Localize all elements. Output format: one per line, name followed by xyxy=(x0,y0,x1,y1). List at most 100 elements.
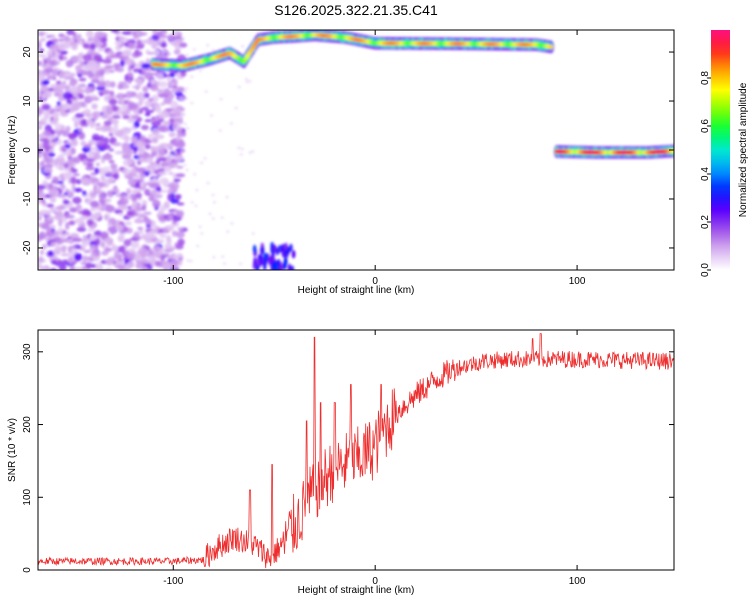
low-streak-blob xyxy=(263,252,267,261)
noise-blob xyxy=(159,205,167,212)
noise-blob xyxy=(87,60,98,69)
noise-blob xyxy=(107,95,116,100)
noise-blob xyxy=(185,54,189,57)
noise-blob xyxy=(63,163,69,169)
noise-blob xyxy=(55,80,62,85)
noise-blob xyxy=(163,165,172,172)
noise-blob xyxy=(83,249,91,254)
noise-blob xyxy=(146,51,157,55)
noise-blob xyxy=(92,206,97,212)
noise-blob xyxy=(44,63,52,68)
noise-blob xyxy=(112,115,121,119)
noise-blob xyxy=(110,165,118,172)
noise-blob xyxy=(248,151,252,154)
noise-blob xyxy=(56,210,64,218)
noise-blob xyxy=(105,258,114,266)
noise-blob xyxy=(76,227,87,232)
noise-blob xyxy=(154,134,165,139)
snr-x-tick-label: 100 xyxy=(569,576,586,587)
noise-blob xyxy=(44,156,55,164)
spectrogram-energy xyxy=(38,30,674,270)
noise-blob xyxy=(154,260,161,267)
noise-blob xyxy=(58,54,64,61)
noise-blob xyxy=(166,153,175,159)
noise-blob xyxy=(118,35,125,43)
noise-blob xyxy=(105,107,114,115)
noise-blob xyxy=(161,260,171,269)
colorbar-tick-label: 0.8 xyxy=(700,71,711,85)
noise-blob xyxy=(94,167,100,175)
noise-blob xyxy=(70,176,77,184)
noise-blob xyxy=(127,41,136,47)
colorbar-tick-label: 0.2 xyxy=(700,215,711,229)
noise-blob xyxy=(86,218,94,226)
noise-blob xyxy=(177,252,183,258)
colorbar-ticks: 0.0 0.2 0.4 0.6 0.8 xyxy=(700,71,711,277)
noise-blob xyxy=(94,237,101,246)
noise-blob xyxy=(72,187,83,193)
noise-blob xyxy=(54,105,60,110)
noise-blob xyxy=(73,266,83,270)
noise-blob xyxy=(194,204,198,208)
noise-blob xyxy=(169,72,176,78)
snr-x-axis-title: Height of straight line (km) xyxy=(298,585,415,596)
spectrogram-x-axis: -100 0 100 xyxy=(163,30,586,287)
noise-blob xyxy=(76,84,82,92)
noise-blob xyxy=(166,82,176,87)
snr-panel: -100 0 100 0 100 200 300 Height of straight l… xyxy=(7,329,675,596)
noise-blob xyxy=(159,113,164,120)
noise-blob xyxy=(52,111,60,119)
noise-blob xyxy=(209,114,213,117)
noise-blob xyxy=(38,125,43,130)
noise-blob xyxy=(251,150,255,153)
noise-blob xyxy=(190,101,194,105)
noise-blob xyxy=(117,204,128,210)
noise-blob xyxy=(143,92,150,99)
noise-blob xyxy=(106,190,111,197)
ridge-core xyxy=(548,44,554,50)
low-streak-blob xyxy=(268,257,272,266)
noise-blob xyxy=(241,45,245,48)
noise-blob xyxy=(38,138,49,142)
snr-y-axis-title: SNR (10 * v/v) xyxy=(7,418,18,482)
noise-blob xyxy=(118,198,129,205)
noise-blob xyxy=(219,97,223,101)
noise-blob xyxy=(178,116,184,121)
snr-y-tick-label: 300 xyxy=(22,343,33,360)
noise-blob xyxy=(167,193,172,202)
noise-blob xyxy=(144,143,151,150)
noise-blob xyxy=(141,251,146,258)
noise-blob xyxy=(44,235,50,242)
noise-blob xyxy=(157,93,166,98)
noise-blob xyxy=(172,121,178,130)
noise-blob xyxy=(75,203,82,211)
noise-blob xyxy=(88,139,96,146)
noise-blob xyxy=(122,168,132,172)
noise-blob xyxy=(186,259,190,262)
noise-blob xyxy=(44,68,54,74)
noise-blob xyxy=(88,234,99,240)
noise-blob xyxy=(131,85,142,89)
noise-blob xyxy=(91,111,102,118)
noise-blob xyxy=(204,90,208,93)
noise-blob xyxy=(58,82,66,90)
noise-blob xyxy=(62,103,72,110)
noise-blob xyxy=(45,232,55,237)
noise-blob xyxy=(110,30,119,33)
noise-blob xyxy=(117,83,124,90)
noise-blob xyxy=(41,79,50,86)
noise-blob xyxy=(118,212,124,217)
noise-blob xyxy=(48,188,57,197)
noise-blob xyxy=(70,245,76,250)
noise-blob xyxy=(180,148,186,153)
noise-blob xyxy=(121,111,131,115)
noise-blob xyxy=(109,81,116,88)
noise-blob xyxy=(94,187,102,193)
snr-frame xyxy=(37,329,675,571)
noise-blob xyxy=(38,90,42,98)
noise-blob xyxy=(138,228,144,236)
noise-blob xyxy=(200,232,204,235)
noise-blob xyxy=(133,120,140,129)
noise-blob xyxy=(47,74,55,79)
noise-blob xyxy=(101,113,109,120)
